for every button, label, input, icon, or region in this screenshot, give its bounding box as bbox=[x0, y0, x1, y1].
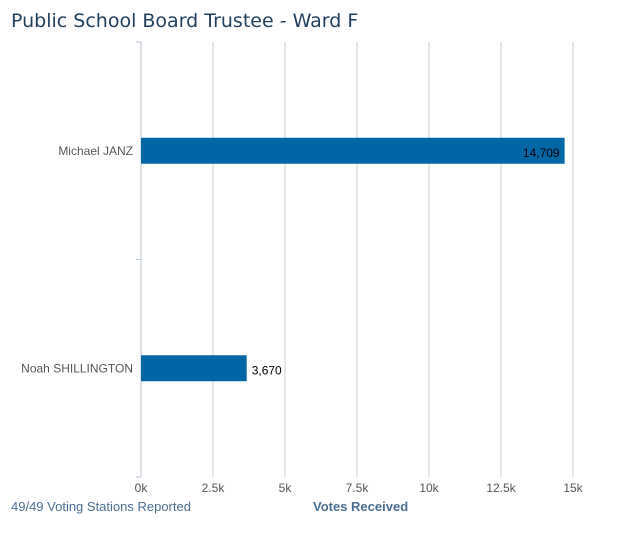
bar[interactable] bbox=[141, 355, 247, 382]
data-label: 3,670 bbox=[252, 363, 282, 377]
bar[interactable] bbox=[141, 137, 565, 164]
x-tick-label: 7.5k bbox=[346, 481, 370, 495]
category-label: Noah SHILLINGTON bbox=[21, 361, 133, 375]
x-tick-labels: 0k 2.5k 5k 7.5k 10k 12.5k 15k bbox=[135, 481, 584, 495]
data-label: 14,709 bbox=[523, 146, 560, 160]
x-axis-title: Votes Received bbox=[313, 499, 409, 514]
bars: 14,709 3,670 bbox=[141, 137, 565, 382]
category-axis: Michael JANZ Noah SHILLINGTON bbox=[21, 41, 142, 478]
x-tick-label: 2.5k bbox=[202, 481, 226, 495]
gridlines bbox=[140, 42, 574, 477]
chart-title: Public School Board Trustee - Ward F bbox=[11, 10, 359, 32]
x-tick-label: 5k bbox=[279, 481, 293, 495]
stations-reported: 49/49 Voting Stations Reported bbox=[11, 499, 191, 514]
x-tick-label: 15k bbox=[563, 481, 583, 495]
x-tick-label: 10k bbox=[419, 481, 439, 495]
x-tick-label: 12.5k bbox=[486, 481, 516, 495]
x-tick-label: 0k bbox=[135, 481, 149, 495]
category-label: Michael JANZ bbox=[58, 144, 133, 158]
